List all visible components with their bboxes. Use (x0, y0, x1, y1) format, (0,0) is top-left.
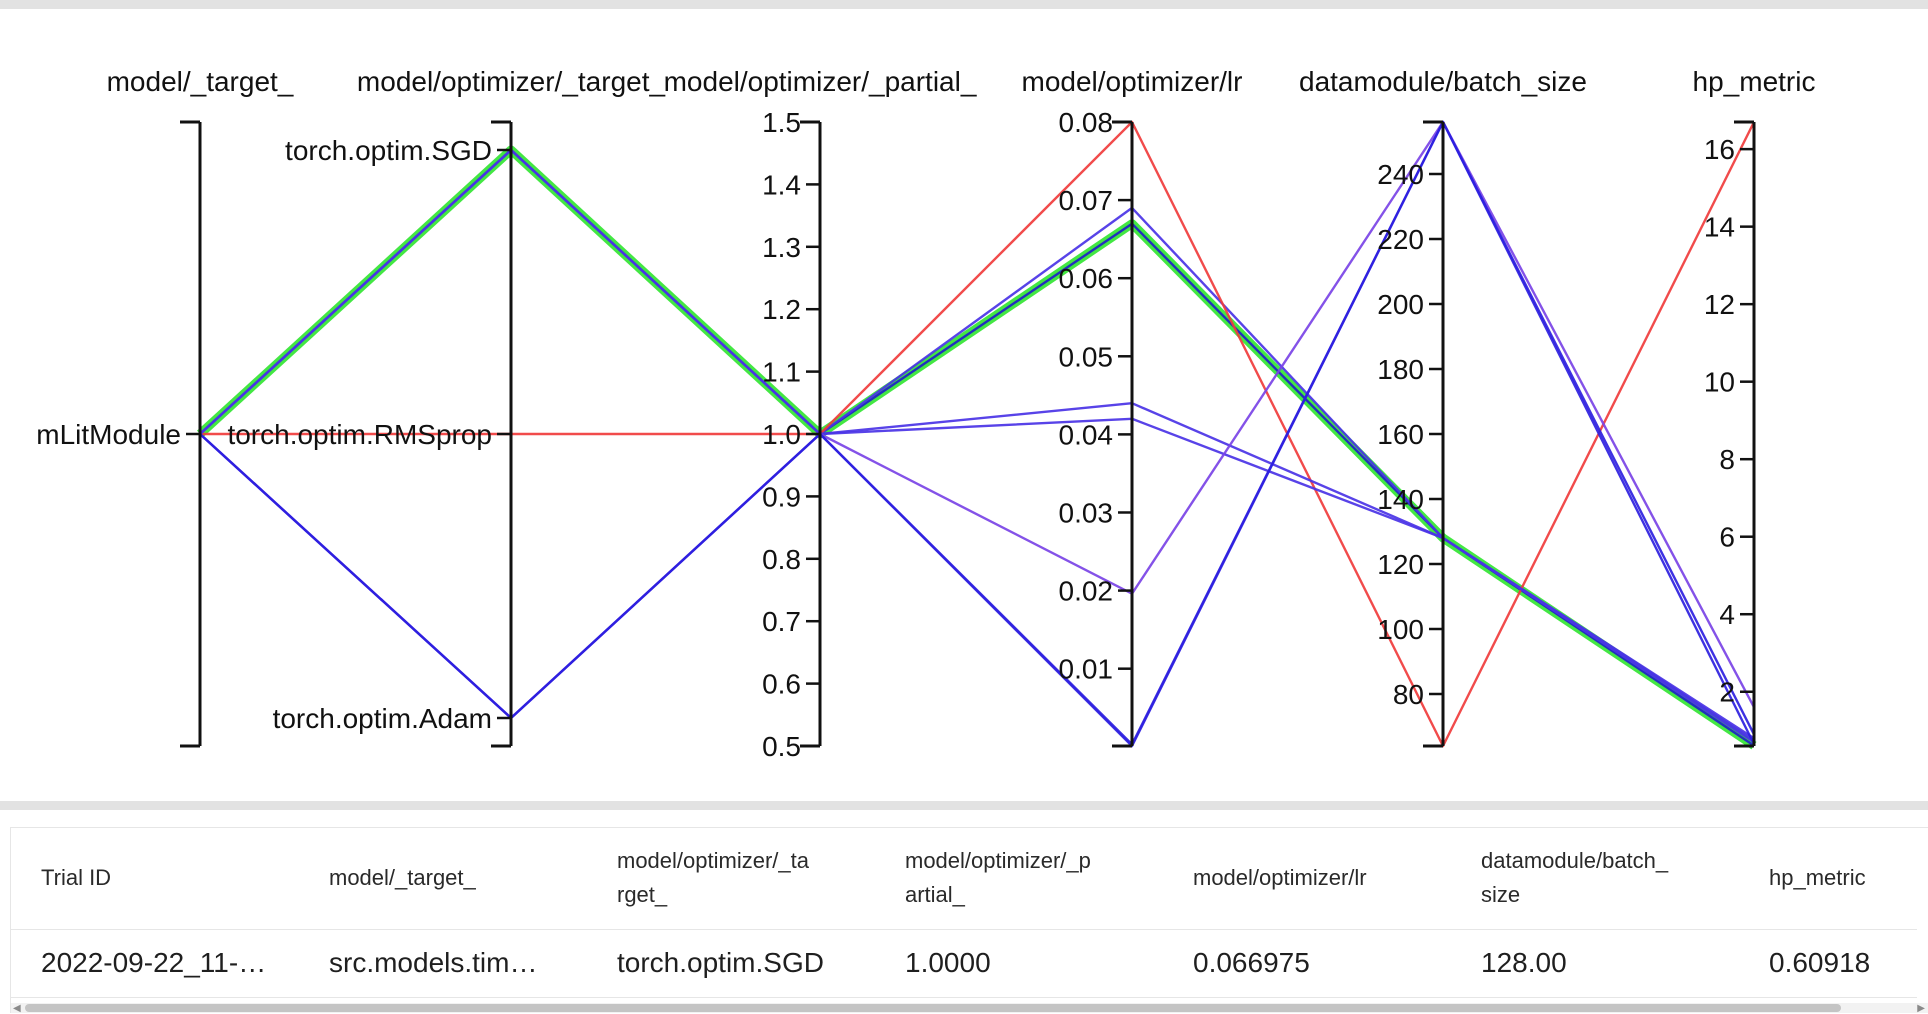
series-lines (196, 120, 1757, 750)
tick-label: 160 (1377, 419, 1424, 450)
axis-model-optimizer-lr: model/optimizer/lr 0.01 0.02 0.03 0.04 0.05 0.… (1022, 66, 1243, 748)
tick-label: 220 (1377, 224, 1424, 255)
trials-table: Trial ID model/_target_ model/optimizer/… (11, 828, 1917, 998)
tick-label: 14 (1704, 212, 1735, 243)
top-divider (0, 0, 1928, 9)
tick-label: 8 (1719, 444, 1735, 475)
tick-label: 180 (1377, 354, 1424, 385)
tick-label: 0.9 (762, 481, 801, 512)
tick-label: 4 (1719, 599, 1735, 630)
axis-datamodule-batch-size: datamodule/batch_size 80 100 120 140 160 180 20… (1299, 66, 1587, 748)
tick-label: 0.06 (1059, 263, 1114, 294)
horizontal-scrollbar[interactable]: ◀ ▶ (11, 1003, 1928, 1014)
axis-hp-metric: hp_metric 2 4 6 8 10 12 14 16 (1693, 66, 1816, 748)
tick-label: torch.optim.RMSprop (227, 419, 492, 450)
tick-label: 80 (1393, 679, 1424, 710)
tick-label: 6 (1719, 522, 1735, 553)
scroll-left-arrow-icon[interactable]: ◀ (13, 1003, 21, 1014)
tick-label: 0.05 (1059, 341, 1114, 372)
tick-label: 0.5 (762, 731, 801, 762)
column-header-label: size (1481, 882, 1521, 908)
cell-model-target: src.models.tim… (299, 929, 587, 998)
column-header-label: hp_metric (1769, 865, 1866, 891)
table-row[interactable]: 2022-09-22_11-… src.models.tim… torch.op… (11, 929, 1917, 998)
column-header-label: rget_ (617, 882, 668, 908)
column-header-label: model/optimizer/lr (1193, 865, 1367, 891)
tick-label: 0.8 (762, 544, 801, 575)
trials-table-panel: Trial ID model/_target_ model/optimizer/… (10, 827, 1928, 1014)
tick-label: torch.optim.Adam (273, 703, 492, 734)
tick-label: 1.2 (762, 294, 801, 325)
tick-label: mLitModule (36, 419, 181, 450)
table-header-row: Trial ID model/_target_ model/optimizer/… (11, 828, 1917, 930)
tick-label: 120 (1377, 549, 1424, 580)
cell-optimizer-target: torch.optim.SGD (587, 929, 875, 998)
tick-label: 0.02 (1059, 576, 1114, 607)
series-line-3 (200, 120, 1756, 748)
tick-label: 2 (1719, 677, 1735, 708)
tick-label: 0.6 (762, 669, 801, 700)
column-header-label: datamodule/batch_ (1481, 848, 1669, 874)
chart-svg: model/_target_ mLitModule model/optimizer/… (36, 66, 1815, 762)
column-header-model-target[interactable]: model/_target_ (299, 828, 587, 930)
tick-label: 0.04 (1059, 419, 1114, 450)
column-header-hp-metric[interactable]: hp_metric (1739, 828, 1917, 930)
tick-label: 16 (1704, 134, 1735, 165)
column-header-optimizer-lr[interactable]: model/optimizer/lr (1163, 828, 1451, 930)
column-header-trial-id[interactable]: Trial ID (11, 828, 299, 930)
tick-label: 100 (1377, 614, 1424, 645)
axis-title: hp_metric (1693, 66, 1816, 97)
tick-label: 0.08 (1059, 107, 1114, 138)
tick-label: 10 (1704, 367, 1735, 398)
tick-label: 1.0 (762, 419, 801, 450)
series-line-5 (199, 148, 1755, 742)
axis-title: model/optimizer/_partial_ (664, 66, 977, 97)
axis-title: model/_target_ (107, 66, 294, 97)
axis-title: model/optimizer/_target_ (357, 66, 666, 97)
axis-model-optimizer-target: model/optimizer/_target_ torch.optim.Adam… (227, 66, 666, 748)
tick-label: 0.01 (1059, 654, 1114, 685)
axes: model/_target_ mLitModule model/optimizer/… (36, 66, 1815, 762)
column-header-batch-size[interactable]: datamodule/batch_size (1451, 828, 1739, 930)
tick-label: 1.3 (762, 232, 801, 263)
cell-trial-id: 2022-09-22_11-… (11, 929, 299, 998)
cell-hp-metric: 0.60918 (1739, 929, 1917, 998)
tick-label: 12 (1704, 289, 1735, 320)
tick-label: 0.07 (1059, 185, 1114, 216)
cell-optimizer-partial: 1.0000 (875, 929, 1163, 998)
tick-label: 1.1 (762, 357, 801, 388)
scrollbar-thumb[interactable] (25, 1004, 1841, 1012)
tick-label: 0.7 (762, 606, 801, 637)
axis-model-optimizer-partial: model/optimizer/_partial_ 0.5 0.6 0.7 0.8 0.9… (664, 66, 977, 762)
tick-label: 1.4 (762, 169, 801, 200)
cell-optimizer-lr: 0.066975 (1163, 929, 1451, 998)
axis-title: datamodule/batch_size (1299, 66, 1587, 97)
axis-title: model/optimizer/lr (1022, 66, 1243, 97)
tick-label: 0.03 (1059, 497, 1114, 528)
column-header-optimizer-target[interactable]: model/optimizer/_ta rget_ (587, 828, 875, 930)
column-header-label: model/_target_ (329, 865, 476, 891)
column-header-label: model/optimizer/_ta (617, 848, 809, 874)
parallel-coordinates-chart: model/_target_ mLitModule model/optimizer/… (0, 9, 1928, 801)
series-line-8 (199, 120, 1756, 746)
column-header-optimizer-partial[interactable]: model/optimizer/_p artial_ (875, 828, 1163, 930)
tick-label: 200 (1377, 289, 1424, 320)
cell-batch-size: 128.00 (1451, 929, 1739, 998)
tick-label: torch.optim.SGD (285, 135, 492, 166)
tick-label: 1.5 (762, 107, 801, 138)
axis-model-target: model/_target_ mLitModule (36, 66, 294, 748)
tick-label: 140 (1377, 484, 1424, 515)
tick-label: 240 (1377, 159, 1424, 190)
column-header-label: Trial ID (41, 865, 112, 891)
scroll-right-arrow-icon[interactable]: ▶ (1917, 1003, 1925, 1014)
column-header-label: artial_ (905, 882, 965, 908)
section-divider (0, 801, 1928, 810)
column-header-label: model/optimizer/_p (905, 848, 1091, 874)
